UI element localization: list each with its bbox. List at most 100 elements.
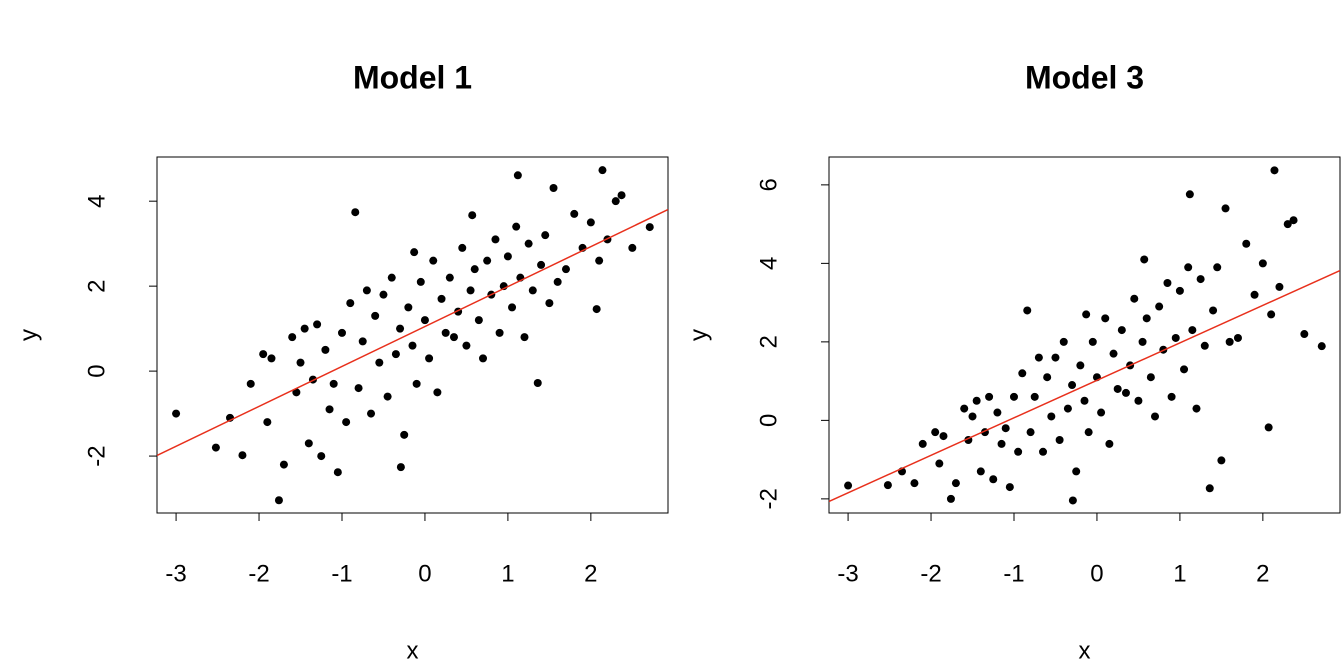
point	[342, 418, 351, 427]
point	[1105, 439, 1114, 448]
point	[1225, 337, 1234, 346]
x-tick-label: -3	[837, 560, 858, 587]
plot-frame	[828, 156, 1341, 514]
point	[292, 388, 301, 397]
point	[1192, 404, 1201, 413]
point	[1270, 166, 1279, 175]
regression-line	[157, 208, 668, 457]
point	[1188, 326, 1197, 335]
point	[1167, 392, 1176, 401]
y-tick-label: 2	[83, 279, 110, 292]
point	[491, 235, 500, 244]
point	[1205, 484, 1214, 493]
point	[537, 260, 546, 269]
point	[951, 479, 960, 488]
point	[1109, 349, 1118, 358]
point	[358, 337, 367, 346]
point	[1080, 396, 1089, 405]
panel: Model 1 x y -3 -2 -1 0 1 2 -2 0 2 4	[15, 59, 669, 664]
chart-title: Model 3	[1025, 59, 1144, 95]
point	[985, 392, 994, 401]
point	[433, 388, 442, 397]
point	[1138, 337, 1147, 346]
point	[1047, 412, 1056, 421]
point	[524, 239, 533, 248]
point	[976, 467, 985, 476]
point	[611, 197, 620, 206]
point	[645, 223, 654, 232]
point	[412, 379, 421, 388]
point	[1142, 314, 1151, 323]
point	[371, 311, 380, 320]
point	[1185, 190, 1194, 199]
point	[586, 218, 595, 227]
point	[989, 475, 998, 484]
point	[1034, 353, 1043, 362]
point	[513, 171, 522, 180]
point	[1063, 404, 1072, 413]
y-tick-label: -2	[83, 445, 110, 466]
point	[391, 350, 400, 359]
point	[1151, 412, 1160, 421]
point	[346, 299, 355, 308]
point	[1072, 467, 1081, 476]
point	[1018, 369, 1027, 378]
point	[313, 320, 322, 329]
point	[1076, 361, 1085, 370]
point	[1317, 342, 1326, 351]
point	[351, 208, 360, 217]
point	[918, 439, 927, 448]
point	[483, 256, 492, 265]
point	[379, 290, 388, 299]
point	[462, 341, 471, 350]
point	[1030, 392, 1039, 401]
point	[570, 209, 579, 218]
point	[408, 341, 417, 350]
point	[553, 277, 562, 286]
point	[279, 460, 288, 469]
point	[337, 328, 346, 337]
point	[939, 432, 948, 441]
x-tick-label: 1	[1173, 560, 1186, 587]
point	[375, 358, 384, 367]
point	[466, 286, 475, 295]
point	[1130, 294, 1139, 303]
point	[329, 379, 338, 388]
point	[383, 392, 392, 401]
point	[416, 277, 425, 286]
points	[157, 166, 668, 505]
point	[238, 451, 247, 460]
point	[400, 430, 409, 439]
x-tick-label: -1	[331, 560, 352, 587]
point	[1196, 275, 1205, 284]
point	[592, 305, 601, 314]
point	[1180, 365, 1189, 374]
point	[274, 496, 283, 505]
point	[1258, 259, 1267, 268]
y-tick-label: 0	[83, 364, 110, 377]
point	[354, 384, 363, 393]
point	[1014, 447, 1023, 456]
point	[503, 252, 512, 261]
y-axis-label: y	[685, 329, 712, 341]
point	[972, 396, 981, 405]
y-tick-label: -2	[755, 488, 782, 509]
plot-frame	[156, 156, 669, 514]
point	[1283, 220, 1292, 229]
point	[1068, 381, 1077, 390]
y-axis-label: y	[15, 329, 42, 341]
point	[246, 379, 255, 388]
point	[1097, 408, 1106, 417]
point	[172, 409, 181, 418]
point	[479, 354, 488, 363]
point	[508, 303, 517, 312]
point	[1171, 333, 1180, 342]
point	[1155, 302, 1164, 311]
point	[304, 439, 313, 448]
point	[549, 184, 558, 193]
point	[1068, 496, 1077, 505]
point	[296, 358, 305, 367]
point	[1059, 337, 1068, 346]
point	[1250, 290, 1259, 299]
point	[259, 350, 268, 359]
